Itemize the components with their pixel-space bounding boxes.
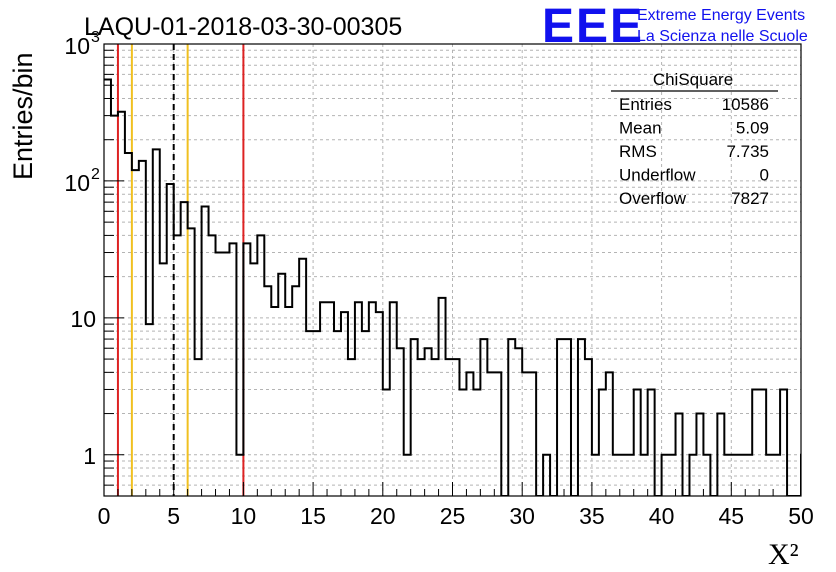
y-tick-label: 10	[64, 33, 90, 59]
stats-value: 10586	[722, 95, 769, 114]
y-tick-label: 10	[70, 306, 96, 332]
x-tick-label: 0	[98, 503, 111, 529]
y-axis-title: Entries/bin	[8, 52, 38, 180]
stats-rows: Entries 10586 Mean 5.09 RMS 7.735 Underflow 0 Ov…	[619, 95, 769, 208]
histogram-series	[104, 78, 801, 496]
x-tick-label: 10	[231, 503, 257, 529]
x-axis-title: X²	[768, 538, 799, 571]
stats-label: Entries	[619, 95, 672, 114]
histogram-line	[104, 78, 801, 496]
x-tick-label: 40	[649, 503, 675, 529]
x-tick-label: 35	[579, 503, 605, 529]
stats-value: 7.735	[726, 142, 769, 161]
stats-label: Mean	[619, 119, 662, 138]
logo-line-1: Extreme Energy Events	[637, 7, 805, 24]
stats-label: RMS	[619, 142, 657, 161]
y-tick-exponent: 3	[91, 29, 100, 46]
x-tick-label: 30	[509, 503, 535, 529]
reference-lines	[116, 44, 245, 496]
x-tick-label: 20	[370, 503, 396, 529]
run-title: LAQU-01-2018-03-30-00305	[84, 13, 402, 41]
x-tick-label: 15	[300, 503, 326, 529]
stats-label: Underflow	[619, 166, 696, 185]
x-tick-label: 25	[440, 503, 466, 529]
x-tick-label: 5	[167, 503, 180, 529]
y-tick-label: 1	[83, 443, 96, 469]
y-tick-label: 10	[64, 170, 90, 196]
stats-value: 5.09	[736, 119, 769, 138]
y-tick-exponent: 2	[91, 166, 100, 183]
stats-value: 0	[760, 166, 769, 185]
eee-logo-mark: EEE	[542, 0, 644, 53]
logo-line-2: La Scienza nelle Scuole	[637, 28, 808, 45]
stats-value: 7827	[731, 189, 769, 208]
stats-label: Overflow	[619, 189, 687, 208]
x-tick-label: 50	[788, 503, 814, 529]
stats-title: ChiSquare	[653, 70, 733, 89]
axis-ticks	[103, 49, 802, 497]
eee-logo: EEE Extreme Energy Events La Scienza nel…	[542, 0, 808, 53]
stats-box: ChiSquare Entries 10586 Mean 5.09 RMS 7.735 Un…	[611, 70, 778, 208]
x-tick-label: 45	[719, 503, 745, 529]
